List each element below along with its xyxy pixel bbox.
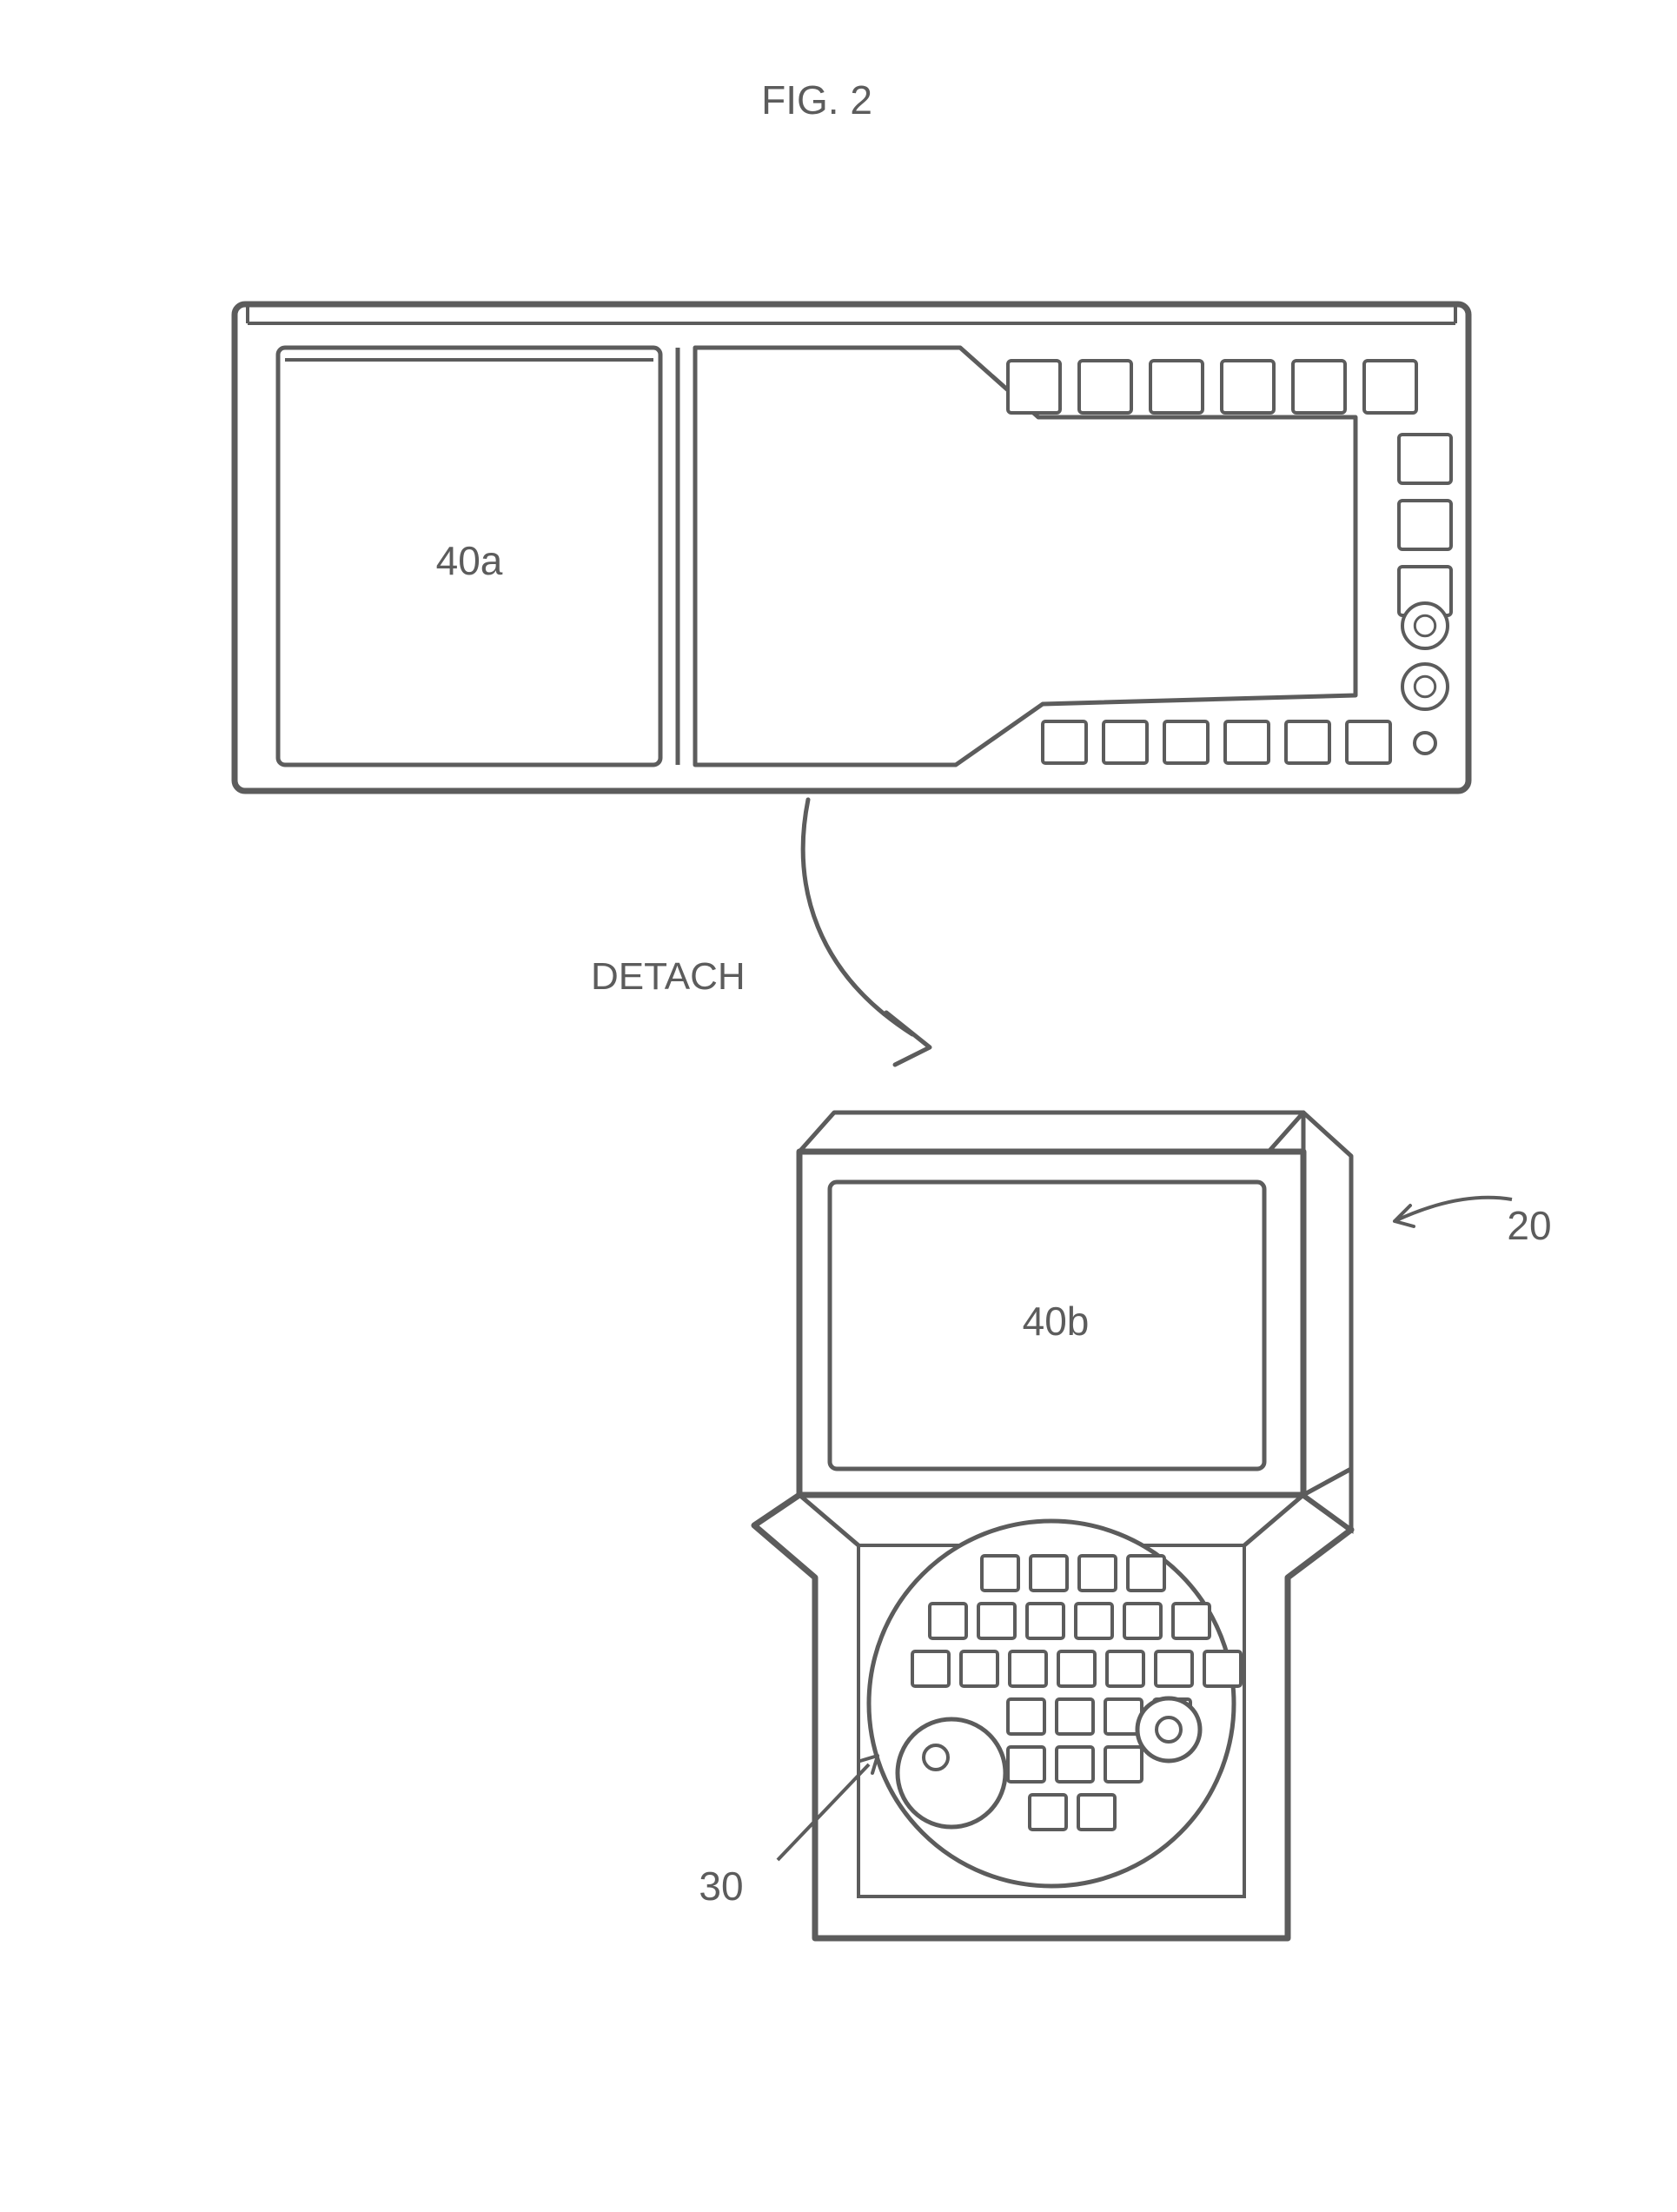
label-30: 30: [634, 1863, 808, 1910]
label-40b: 40b: [969, 1298, 1143, 1345]
figure-title: FIG. 2: [730, 76, 904, 123]
figure-2-drawing: [0, 0, 1677, 2212]
label-40a: 40a: [382, 537, 556, 584]
handheld-pendant: [754, 1113, 1512, 1938]
detach-arrow: [803, 800, 930, 1065]
label-detach: DETACH: [591, 955, 746, 999]
label-20: 20: [1442, 1202, 1616, 1249]
